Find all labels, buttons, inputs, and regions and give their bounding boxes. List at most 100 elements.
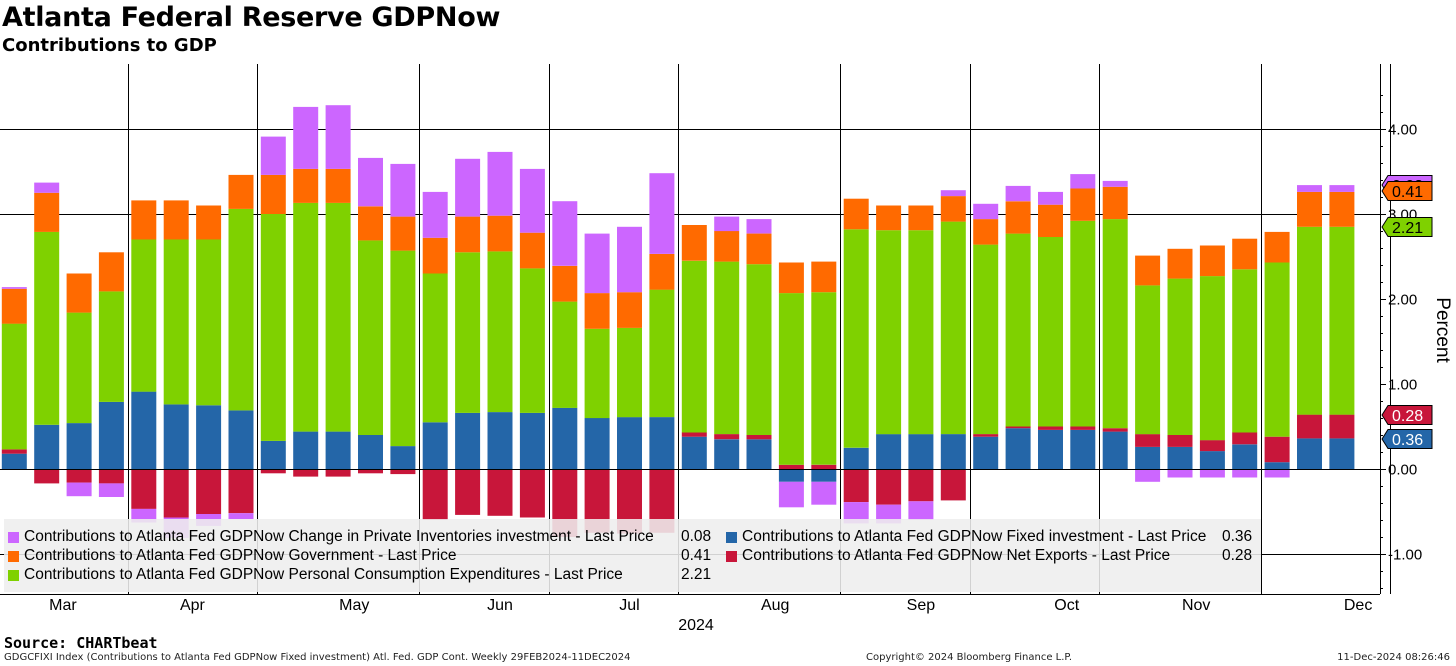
bar-inv-18 <box>584 233 610 294</box>
bar-netex-34 <box>1102 428 1128 432</box>
bar-gov-7 <box>228 174 254 209</box>
bar-inv-20 <box>649 173 675 254</box>
bar-pce-4 <box>131 239 157 392</box>
legend-label-pce: Contributions to Atlanta Fed GDPNow Pers… <box>24 566 623 583</box>
bar-pce-23 <box>746 264 772 435</box>
bar-inv-35 <box>1135 469 1161 482</box>
bar-fixed-4 <box>131 391 157 469</box>
bar-netex-11 <box>358 469 383 474</box>
bar-gov-11 <box>358 206 383 241</box>
x-tick-label-oct: Oct <box>1054 597 1079 614</box>
bar-pce-30 <box>973 244 999 435</box>
bar-pce-1 <box>34 231 60 425</box>
bar-fixed-24 <box>778 469 804 482</box>
bar-inv-33 <box>1070 174 1096 189</box>
last-value-text-pce: 2.21 <box>1392 220 1423 237</box>
bar-fixed-22 <box>714 439 740 470</box>
bar-fixed-16 <box>519 412 545 469</box>
bar-netex-29 <box>940 469 966 501</box>
bar-inv-13 <box>422 191 448 238</box>
bar-fixed-41 <box>1329 438 1355 469</box>
bar-pce-17 <box>552 301 578 408</box>
bar-pce-15 <box>487 251 513 413</box>
bar-gov-35 <box>1135 255 1161 286</box>
bar-netex-26 <box>843 469 869 503</box>
x-axis-label: 2024 <box>678 617 714 634</box>
bar-pce-29 <box>940 221 966 435</box>
bar-fixed-17 <box>552 407 578 469</box>
bar-inv-30 <box>973 203 999 220</box>
last-value-tag-fixed <box>1381 429 1433 449</box>
bar-netex-24 <box>778 464 804 470</box>
bar-gov-34 <box>1102 186 1128 220</box>
bar-gov-40 <box>1297 191 1322 227</box>
legend-value-fixed-investment: 0.36 <box>1222 528 1253 545</box>
y-tick-label-0: -1.00 <box>1388 547 1422 564</box>
bar-fixed-18 <box>584 418 610 469</box>
bar-fixed-28 <box>908 434 934 469</box>
bar-inv-26 <box>843 502 869 524</box>
bar-gov-0 <box>1 288 27 324</box>
bar-pce-36 <box>1167 278 1193 435</box>
bar-netex-27 <box>876 469 902 505</box>
bar-pce-28 <box>908 230 934 435</box>
bar-gov-23 <box>746 233 772 265</box>
chart-subtitle: Contributions to GDP <box>2 35 217 56</box>
bar-fixed-10 <box>325 431 351 469</box>
bar-fixed-32 <box>1038 429 1063 469</box>
chart-title: Atlanta Federal Reserve GDPNow <box>2 2 501 33</box>
bar-inv-38 <box>1232 469 1258 478</box>
bar-netex-10 <box>325 469 351 477</box>
bar-pce-37 <box>1199 276 1225 441</box>
x-tick-label-aug: Aug <box>761 597 789 614</box>
bar-fixed-0 <box>1 453 27 469</box>
x-tick-label-sep: Sep <box>907 597 936 614</box>
bar-fixed-26 <box>843 447 869 470</box>
bar-fixed-39 <box>1264 462 1290 469</box>
bar-gov-9 <box>293 168 319 203</box>
bar-gov-8 <box>260 174 286 214</box>
bar-fixed-19 <box>617 417 642 469</box>
bar-gov-19 <box>617 292 642 328</box>
bar-pce-22 <box>714 261 740 435</box>
bar-gov-37 <box>1199 245 1225 277</box>
bar-netex-5 <box>163 469 189 518</box>
bar-netex-16 <box>519 469 545 518</box>
last-value-text-gov: 0.41 <box>1392 184 1423 201</box>
y-tick-label-3: 2.00 <box>1388 292 1417 309</box>
bar-pce-2 <box>66 312 92 424</box>
last-value-tag-netex <box>1381 405 1433 425</box>
bar-inv-28 <box>908 501 934 520</box>
y-axis-label: Percent <box>1432 297 1453 363</box>
bar-fixed-5 <box>163 404 189 469</box>
bar-netex-30 <box>973 434 999 437</box>
bar-fixed-33 <box>1070 429 1096 469</box>
bar-pce-20 <box>649 289 675 418</box>
y-tick-label-5: 4.00 <box>1388 122 1417 139</box>
bar-netex-7 <box>228 469 254 514</box>
bar-pce-19 <box>617 327 642 418</box>
bar-gov-33 <box>1070 188 1096 221</box>
bar-inv-8 <box>260 136 286 175</box>
bar-inv-40 <box>1297 185 1322 192</box>
bar-gov-2 <box>66 273 92 313</box>
bar-pce-10 <box>325 202 351 432</box>
bar-netex-39 <box>1264 436 1290 463</box>
legend-item-fixed-investment: Contributions to Atlanta Fed GDPNow Fixe… <box>726 528 1206 546</box>
bar-pce-40 <box>1297 226 1322 415</box>
legend-value-net-exports: 0.28 <box>1222 547 1253 564</box>
bar-fixed-37 <box>1199 451 1225 469</box>
bar-inv-7 <box>228 513 254 520</box>
bar-gov-13 <box>422 237 448 274</box>
bar-gov-26 <box>843 198 869 230</box>
bar-inv-15 <box>487 151 513 216</box>
bar-netex-28 <box>908 469 934 502</box>
legend-swatch-net-exports <box>726 550 737 562</box>
bar-netex-40 <box>1297 414 1322 439</box>
bar-fixed-21 <box>681 436 707 469</box>
legend-label-inventories: Contributions to Atlanta Fed GDPNow Chan… <box>24 528 654 545</box>
bar-gov-32 <box>1038 204 1063 237</box>
bar-netex-38 <box>1232 432 1258 445</box>
bar-fixed-12 <box>390 446 416 469</box>
bar-gov-15 <box>487 215 513 252</box>
